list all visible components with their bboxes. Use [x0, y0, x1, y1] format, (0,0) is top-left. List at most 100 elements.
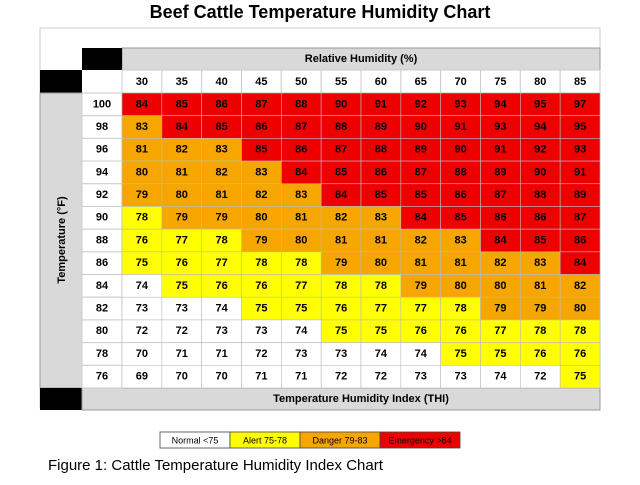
- cell-label: 86: [375, 166, 387, 178]
- cell-label: 94: [494, 98, 507, 110]
- cell-label: 84: [176, 121, 189, 133]
- cell-label: 92: [415, 98, 427, 110]
- cell-label: 82: [494, 257, 506, 269]
- cell-label: 72: [176, 325, 188, 337]
- cell-label: 70: [215, 371, 227, 383]
- cell-label: 88: [454, 166, 466, 178]
- cell-label: 87: [335, 144, 347, 156]
- cell-label: 78: [574, 325, 586, 337]
- cell-label: 85: [176, 98, 188, 110]
- cell-label: 72: [255, 348, 267, 360]
- cell-label: 78: [335, 280, 347, 292]
- y-tick-label: 96: [96, 144, 108, 156]
- x-axis-label: Relative Humidity (%): [305, 53, 418, 65]
- cell-label: 84: [136, 98, 149, 110]
- cell-label: 89: [574, 189, 586, 201]
- cell-label: 74: [136, 280, 149, 292]
- x-tick-label: 80: [534, 76, 546, 88]
- y-tick-label: 80: [96, 325, 108, 337]
- y-tick-label: 92: [96, 189, 108, 201]
- cell-label: 82: [415, 234, 427, 246]
- cell-label: 76: [176, 257, 188, 269]
- cell-label: 84: [335, 189, 348, 201]
- cell-label: 78: [255, 257, 267, 269]
- cell-label: 82: [574, 280, 586, 292]
- cell-label: 78: [534, 325, 546, 337]
- cell-label: 77: [375, 302, 387, 314]
- cell-label: 86: [454, 189, 466, 201]
- heat-cell: [559, 365, 601, 389]
- cell-label: 86: [255, 121, 267, 133]
- cell-label: 87: [255, 98, 267, 110]
- cell-label: 80: [136, 166, 148, 178]
- cell-label: 87: [415, 166, 427, 178]
- cell-label: 90: [454, 144, 466, 156]
- cell-label: 70: [136, 348, 148, 360]
- cell-label: 78: [215, 234, 227, 246]
- cell-label: 82: [176, 144, 188, 156]
- cell-label: 77: [494, 325, 506, 337]
- cell-label: 77: [176, 234, 188, 246]
- cell-label: 80: [255, 212, 267, 224]
- cell-label: 80: [574, 302, 586, 314]
- cell-label: 84: [574, 257, 587, 269]
- cell-label: 77: [295, 280, 307, 292]
- cell-label: 85: [215, 121, 227, 133]
- cell-label: 86: [534, 212, 546, 224]
- cell-label: 83: [295, 189, 307, 201]
- legend-label: Emergency >84: [388, 435, 451, 445]
- cell-label: 81: [375, 234, 387, 246]
- y-tick-label: 94: [96, 166, 109, 178]
- cell-label: 85: [534, 234, 546, 246]
- cell-label: 73: [335, 348, 347, 360]
- cell-label: 88: [534, 189, 546, 201]
- y-tick-label: 82: [96, 302, 108, 314]
- cell-label: 73: [215, 325, 227, 337]
- cell-label: 76: [136, 234, 148, 246]
- cell-label: 75: [574, 371, 586, 383]
- cell-label: 81: [335, 234, 347, 246]
- cell-label: 90: [534, 166, 546, 178]
- chart-title: Beef Cattle Temperature Humidity Chart: [150, 2, 491, 22]
- cell-label: 89: [494, 166, 506, 178]
- cell-label: 73: [454, 371, 466, 383]
- cell-label: 83: [255, 166, 267, 178]
- cell-label: 76: [574, 348, 586, 360]
- cell-label: 81: [295, 212, 307, 224]
- cell-label: 82: [255, 189, 267, 201]
- cell-label: 88: [375, 144, 387, 156]
- cell-label: 86: [295, 144, 307, 156]
- cell-label: 89: [415, 144, 427, 156]
- black-cell: [40, 388, 82, 410]
- x-tick-label: 35: [176, 76, 188, 88]
- cell-label: 90: [415, 121, 427, 133]
- cell-label: 74: [215, 302, 228, 314]
- legend-label: Normal <75: [172, 435, 219, 445]
- x-tick-label: 55: [335, 76, 347, 88]
- cell-label: 75: [335, 325, 347, 337]
- cell-label: 76: [215, 280, 227, 292]
- cell-label: 75: [375, 325, 387, 337]
- cell-label: 78: [454, 302, 466, 314]
- cell-label: 80: [295, 234, 307, 246]
- cell-label: 72: [136, 325, 148, 337]
- cell-label: 91: [494, 144, 506, 156]
- cell-label: 78: [375, 280, 387, 292]
- cell-label: 75: [255, 302, 267, 314]
- x-tick-label: 45: [255, 76, 267, 88]
- cell-label: 78: [295, 257, 307, 269]
- y-tick-label: 76: [96, 371, 108, 383]
- cell-label: 69: [136, 371, 148, 383]
- cell-label: 73: [255, 325, 267, 337]
- x-tick-label: 30: [136, 76, 148, 88]
- cell-label: 71: [215, 348, 227, 360]
- cell-label: 75: [494, 348, 506, 360]
- cell-label: 75: [176, 280, 188, 292]
- cell-label: 82: [335, 212, 347, 224]
- cell-label: 82: [215, 166, 227, 178]
- cell-label: 73: [136, 302, 148, 314]
- cell-label: 80: [454, 280, 466, 292]
- cell-label: 87: [494, 189, 506, 201]
- x-tick-label: 85: [574, 76, 586, 88]
